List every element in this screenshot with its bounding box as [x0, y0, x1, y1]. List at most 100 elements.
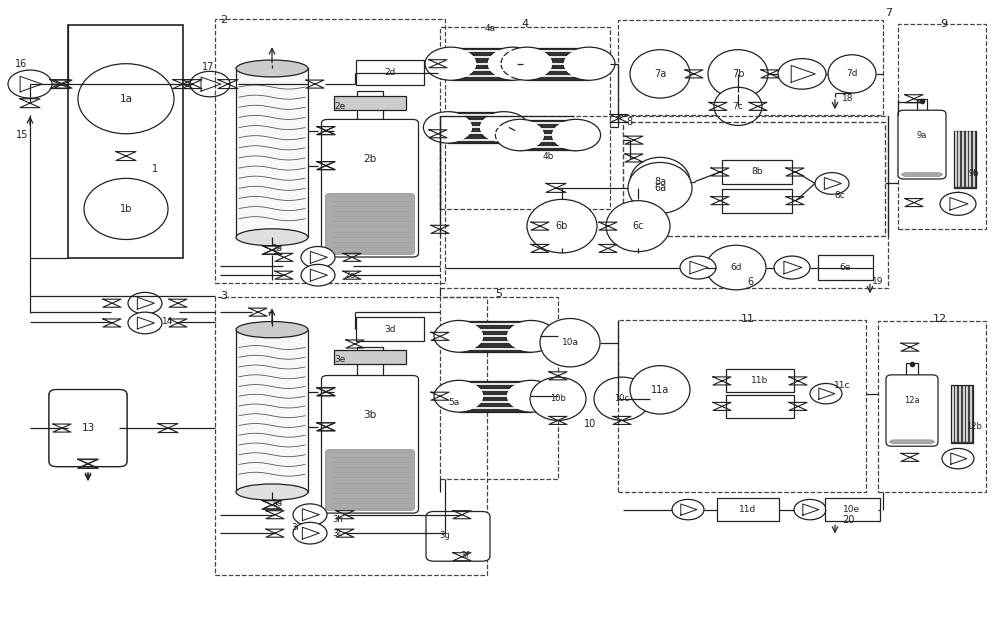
Bar: [451, 48, 513, 80]
Bar: [215, 19, 445, 283]
Bar: [722, 189, 792, 213]
Bar: [357, 347, 383, 383]
Text: 12b: 12b: [966, 422, 982, 431]
Text: 6c: 6c: [632, 221, 644, 231]
Text: 11: 11: [741, 313, 755, 324]
Bar: [527, 48, 589, 80]
Text: 3c: 3c: [333, 529, 343, 538]
Text: 12a: 12a: [904, 396, 920, 404]
Text: 2d: 2d: [384, 68, 396, 77]
Bar: [334, 350, 406, 364]
Bar: [356, 317, 424, 341]
Text: 1b: 1b: [120, 204, 132, 214]
Text: 10b: 10b: [550, 394, 566, 403]
Text: 10: 10: [584, 419, 596, 429]
Text: 16: 16: [15, 59, 27, 69]
Text: 9a: 9a: [917, 131, 927, 140]
Bar: [356, 60, 424, 85]
Bar: [215, 297, 487, 575]
Bar: [459, 321, 531, 352]
Bar: [726, 395, 794, 418]
Ellipse shape: [630, 366, 690, 414]
Circle shape: [425, 47, 477, 80]
Circle shape: [942, 448, 974, 469]
Bar: [68, 25, 183, 258]
FancyBboxPatch shape: [426, 512, 490, 561]
Bar: [440, 116, 888, 288]
FancyBboxPatch shape: [886, 375, 938, 446]
Text: 8a: 8a: [654, 176, 666, 187]
Text: 7b: 7b: [732, 69, 744, 79]
Text: 1: 1: [152, 164, 158, 174]
Text: 6a: 6a: [654, 183, 666, 193]
Text: 2: 2: [220, 15, 227, 25]
Text: 3f: 3f: [460, 551, 470, 560]
Text: 3: 3: [220, 291, 227, 301]
Circle shape: [506, 320, 556, 352]
Bar: [357, 91, 383, 127]
Ellipse shape: [540, 318, 600, 367]
Text: 13: 13: [81, 423, 95, 433]
Ellipse shape: [78, 64, 174, 134]
Ellipse shape: [236, 484, 308, 500]
Circle shape: [128, 312, 162, 334]
Bar: [824, 498, 880, 521]
Ellipse shape: [530, 377, 586, 420]
Text: 8c: 8c: [835, 191, 845, 200]
Circle shape: [479, 111, 529, 143]
Text: 3h: 3h: [333, 515, 343, 524]
Text: 2a: 2a: [271, 244, 283, 254]
Bar: [954, 131, 976, 188]
Bar: [906, 363, 918, 380]
Circle shape: [778, 59, 826, 89]
FancyBboxPatch shape: [322, 120, 418, 257]
Ellipse shape: [594, 377, 650, 420]
Text: 10e: 10e: [843, 505, 861, 514]
Text: 4a: 4a: [484, 24, 496, 32]
Text: 3g: 3g: [440, 531, 450, 540]
Bar: [448, 112, 504, 143]
Circle shape: [301, 264, 335, 286]
Text: 3i: 3i: [291, 523, 299, 532]
Text: 15: 15: [16, 130, 28, 140]
Bar: [951, 385, 973, 443]
Text: 17: 17: [202, 62, 214, 72]
Ellipse shape: [630, 157, 690, 206]
Circle shape: [8, 70, 52, 98]
Circle shape: [940, 192, 976, 215]
Ellipse shape: [714, 87, 762, 125]
Bar: [818, 255, 872, 280]
Text: 19: 19: [872, 277, 884, 286]
Bar: [520, 120, 576, 150]
Bar: [898, 24, 986, 229]
FancyBboxPatch shape: [890, 440, 934, 443]
Text: 10a: 10a: [562, 338, 578, 347]
FancyBboxPatch shape: [326, 450, 415, 511]
Text: 9b: 9b: [969, 169, 979, 178]
Bar: [440, 27, 610, 209]
Ellipse shape: [628, 162, 692, 213]
Bar: [618, 20, 883, 115]
Text: 1a: 1a: [120, 94, 132, 104]
Circle shape: [434, 380, 484, 412]
Ellipse shape: [606, 201, 670, 252]
Circle shape: [815, 173, 849, 194]
Text: 8b: 8b: [751, 168, 763, 176]
Text: 6e: 6e: [839, 263, 851, 272]
Circle shape: [506, 380, 556, 412]
Ellipse shape: [236, 322, 308, 338]
FancyBboxPatch shape: [898, 110, 946, 179]
Circle shape: [301, 247, 335, 268]
Circle shape: [672, 499, 704, 520]
Ellipse shape: [236, 229, 308, 246]
Bar: [917, 99, 927, 115]
Circle shape: [128, 292, 162, 314]
Text: 18: 18: [842, 94, 854, 103]
Text: 3a: 3a: [271, 499, 283, 508]
Ellipse shape: [527, 199, 597, 253]
Text: 11c: 11c: [834, 381, 850, 390]
Text: 7c: 7c: [733, 102, 743, 111]
Text: 7d: 7d: [846, 69, 858, 78]
Circle shape: [293, 522, 327, 544]
Text: 5: 5: [496, 289, 503, 299]
